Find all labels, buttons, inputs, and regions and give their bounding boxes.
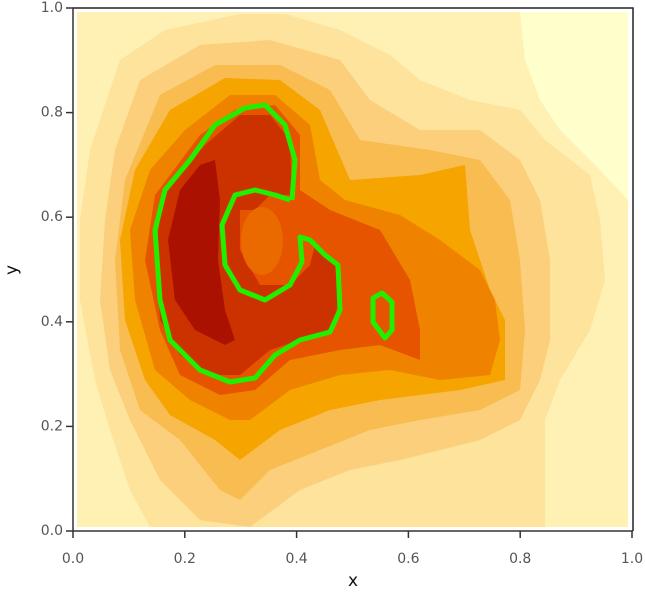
contour-band [241,207,283,275]
x-tick-label: 0.8 [509,551,531,567]
x-tick-label: 0.6 [397,551,419,567]
x-axis-label: x [348,571,358,591]
x-tick-label: 0.2 [174,551,196,567]
x-tick-label: 0.4 [285,551,307,567]
y-tick-label: 0.4 [41,314,63,330]
y-tick-label: 0.6 [41,209,63,225]
y-axis-label: y [2,265,22,275]
contour-line [370,290,395,341]
contour-band [520,12,628,200]
y-tick-label: 0.8 [41,105,63,121]
contour-band [168,160,235,345]
y-tick-label: 0.0 [41,523,63,539]
contour-line [152,102,343,385]
contour-fills [77,12,628,527]
y-tick-label: 0.2 [41,418,63,434]
y-tick-label: 1.0 [41,0,63,16]
plot-frame [73,7,634,531]
x-tick-label: 0.0 [62,551,84,567]
x-tick-label: 1.0 [621,551,643,567]
